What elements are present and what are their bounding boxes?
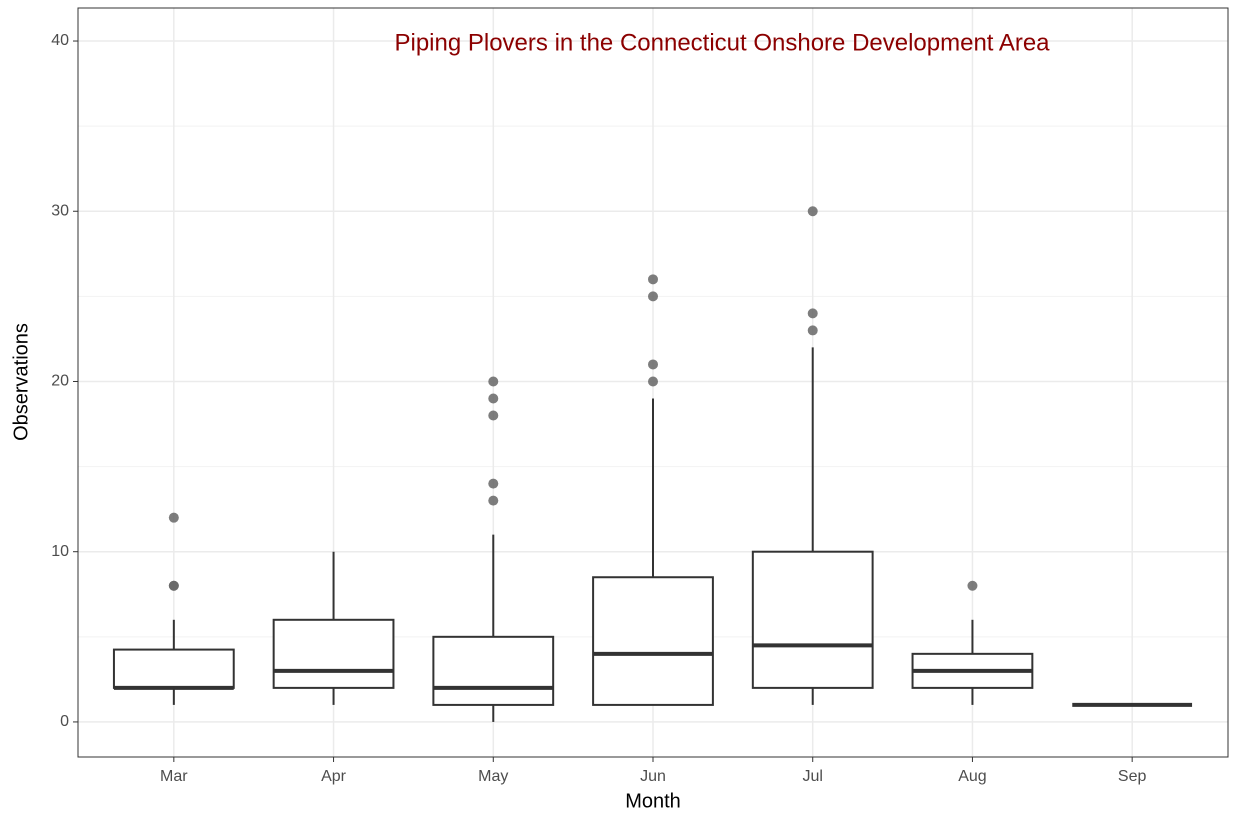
chart-title: Piping Plovers in the Connecticut Onshor…: [394, 29, 1050, 56]
x-tick-label: Mar: [160, 768, 188, 785]
box: [592, 576, 714, 706]
outlier: [807, 325, 818, 336]
y-tick-label: 20: [51, 373, 69, 390]
outlier: [648, 291, 658, 302]
outlier: [807, 308, 818, 319]
box: [272, 618, 395, 689]
y-tick-label: 0: [60, 713, 69, 730]
outlier: [807, 206, 818, 217]
box: [432, 635, 555, 706]
outlier: [168, 580, 179, 591]
outlier: [488, 478, 499, 489]
outlier: [648, 359, 658, 370]
x-tick-label: Apr: [321, 768, 347, 785]
y-axis-title: Observations: [10, 323, 32, 441]
y-tick-label: 30: [51, 202, 69, 219]
y-tick-label: 10: [51, 543, 69, 560]
box: [751, 550, 874, 689]
outlier: [488, 495, 499, 506]
x-tick-label: Aug: [958, 768, 986, 785]
x-tick-label: Jul: [802, 768, 822, 785]
outlier: [967, 580, 978, 591]
marks: [112, 206, 1193, 722]
x-axis-title: Month: [625, 790, 681, 812]
outlier: [648, 274, 658, 285]
box: [112, 648, 235, 689]
outlier: [648, 376, 658, 387]
x-tick-label: Jun: [640, 768, 666, 785]
y-tick-label: 40: [51, 32, 69, 49]
outlier: [168, 512, 179, 523]
outlier: [488, 376, 499, 387]
outlier: [488, 393, 499, 404]
x-tick-label: Sep: [1118, 768, 1147, 785]
x-tick-label: May: [478, 768, 508, 785]
outlier: [488, 410, 499, 421]
